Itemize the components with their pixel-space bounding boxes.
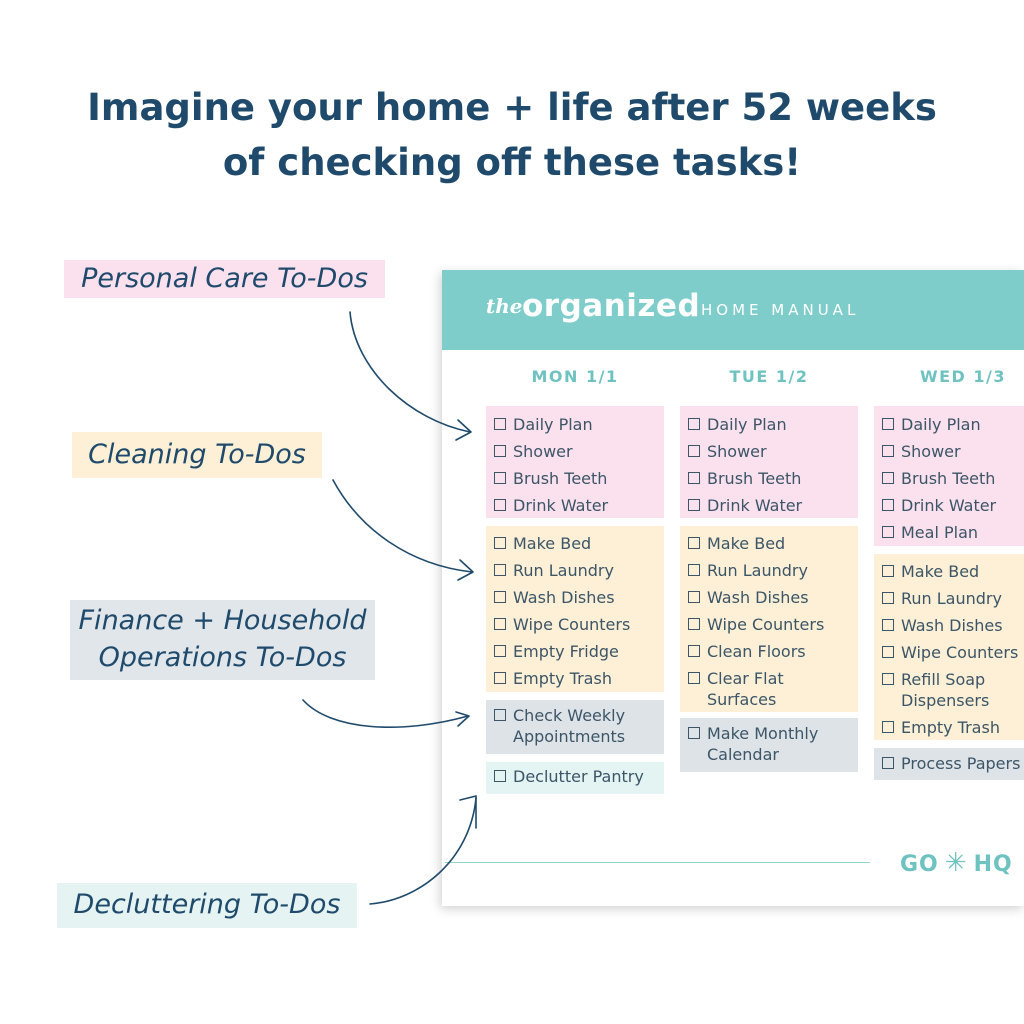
checkbox-icon[interactable]	[688, 418, 700, 430]
day-heading-tue: TUE 1/2	[729, 367, 809, 386]
brand-the: the	[486, 294, 523, 318]
label-personal-care: Personal Care To-Dos	[64, 260, 385, 298]
label-finance: Finance + Household Operations To-Dos	[70, 600, 375, 680]
checkbox-icon[interactable]	[494, 499, 506, 511]
cleaning-block-wed: Make Bed Run Laundry Wash Dishes Wipe Co…	[874, 554, 1024, 740]
finance-block-tue: Make Monthly Calendar	[680, 718, 858, 772]
checkbox-icon[interactable]	[882, 526, 894, 538]
finance-block-mon: Check Weekly Appointments	[486, 700, 664, 754]
headline-line-2: of checking off these tasks!	[222, 141, 802, 184]
checkbox-icon[interactable]	[688, 537, 700, 549]
checkbox-icon[interactable]	[688, 472, 700, 484]
checkbox-icon[interactable]	[494, 418, 506, 430]
checkbox-icon[interactable]	[882, 673, 894, 685]
personal-block-tue: Daily Plan Shower Brush Teeth Drink Wate…	[680, 406, 858, 518]
checkbox-icon[interactable]	[494, 591, 506, 603]
headline-line-1: Imagine your home + life after 52 weeks	[87, 86, 937, 129]
checkbox-icon[interactable]	[494, 472, 506, 484]
cleaning-block-mon: Make Bed Run Laundry Wash Dishes Wipe Co…	[486, 526, 664, 692]
checkbox-icon[interactable]	[494, 709, 506, 721]
checkbox-icon[interactable]	[882, 472, 894, 484]
checkbox-icon[interactable]	[688, 727, 700, 739]
brand-name: organized	[522, 288, 701, 324]
checkbox-icon[interactable]	[688, 591, 700, 603]
checkbox-icon[interactable]	[882, 646, 894, 658]
label-decluttering: Decluttering To-Dos	[57, 883, 357, 928]
label-finance-line-2: Operations To-Dos	[98, 642, 347, 673]
checkbox-icon[interactable]	[494, 645, 506, 657]
finance-block-wed: Process Papers	[874, 748, 1024, 780]
manual-header: the organized HOME MANUAL	[442, 270, 1024, 350]
footer-divider	[445, 862, 870, 863]
logo-hq: HQ	[973, 852, 1013, 877]
asterisk-icon: ✳	[944, 848, 968, 878]
headline: Imagine your home + life after 52 weeks …	[0, 80, 1024, 190]
checkbox-icon[interactable]	[882, 721, 894, 733]
organized-home-manual: the organized HOME MANUAL MON 1/1 Daily …	[442, 270, 1024, 906]
go-hq-logo: GO ✳ HQ	[900, 848, 1013, 878]
checkbox-icon[interactable]	[688, 618, 700, 630]
logo-go: GO	[900, 852, 939, 877]
day-heading-mon: MON 1/1	[531, 367, 619, 386]
checkbox-icon[interactable]	[494, 445, 506, 457]
checkbox-icon[interactable]	[882, 499, 894, 511]
checkbox-icon[interactable]	[882, 565, 894, 577]
personal-block-wed: Daily Plan Shower Brush Teeth Drink Wate…	[874, 406, 1024, 546]
checkbox-icon[interactable]	[494, 564, 506, 576]
declutter-block-mon: Declutter Pantry	[486, 762, 664, 794]
label-cleaning: Cleaning To-Dos	[72, 432, 322, 478]
checkbox-icon[interactable]	[494, 770, 506, 782]
checkbox-icon[interactable]	[688, 672, 700, 684]
brand-subtitle: HOME MANUAL	[701, 301, 860, 319]
checkbox-icon[interactable]	[688, 445, 700, 457]
checkbox-icon[interactable]	[882, 592, 894, 604]
checkbox-icon[interactable]	[494, 672, 506, 684]
checkbox-icon[interactable]	[882, 757, 894, 769]
checkbox-icon[interactable]	[882, 445, 894, 457]
cleaning-block-tue: Make Bed Run Laundry Wash Dishes Wipe Co…	[680, 526, 858, 712]
checkbox-icon[interactable]	[882, 619, 894, 631]
day-heading-wed: WED 1/3	[919, 367, 1007, 386]
checkbox-icon[interactable]	[494, 618, 506, 630]
checkbox-icon[interactable]	[494, 537, 506, 549]
checkbox-icon[interactable]	[688, 564, 700, 576]
checkbox-icon[interactable]	[688, 499, 700, 511]
personal-block-mon: Daily Plan Shower Brush Teeth Drink Wate…	[486, 406, 664, 518]
label-finance-line-1: Finance + Household	[78, 605, 367, 636]
checkbox-icon[interactable]	[688, 645, 700, 657]
checkbox-icon[interactable]	[882, 418, 894, 430]
